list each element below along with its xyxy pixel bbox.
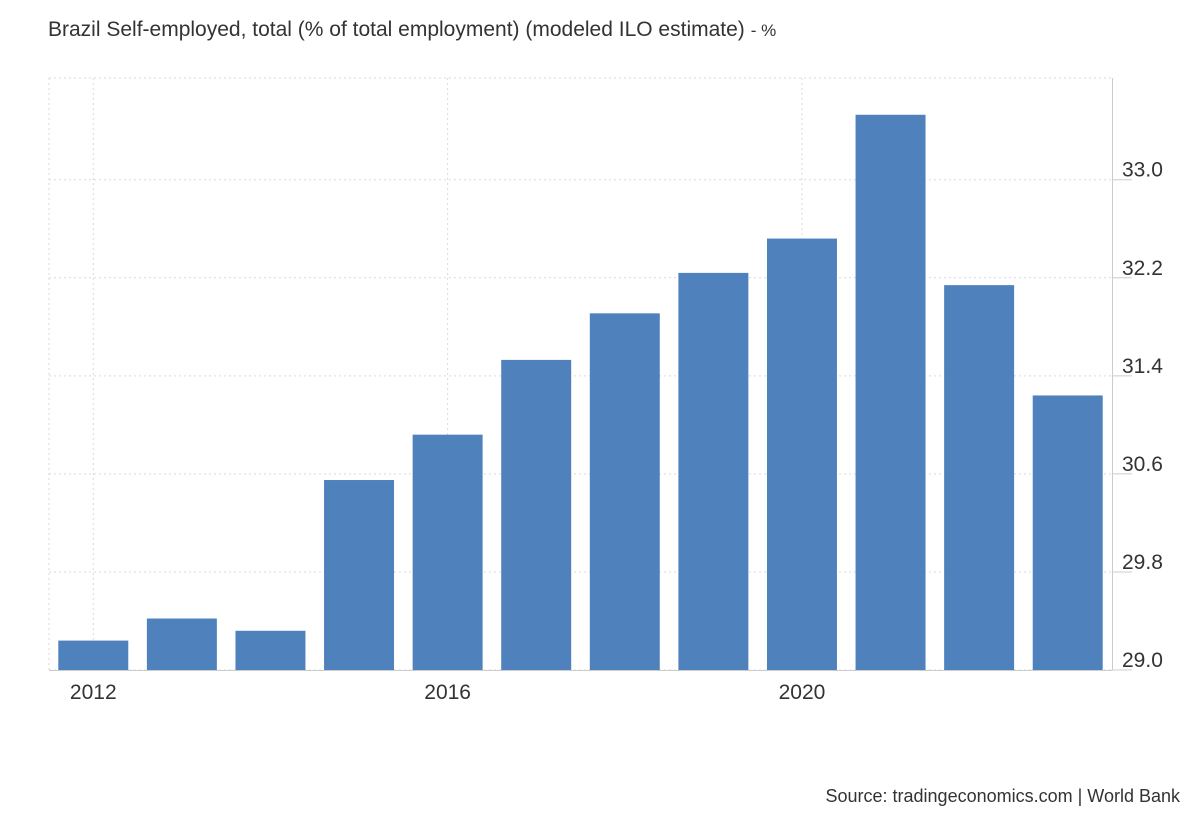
axes bbox=[49, 78, 1132, 671]
y-tick-label: 29.8 bbox=[1122, 551, 1163, 574]
x-tick-label: 2020 bbox=[779, 681, 826, 704]
y-tick-label: 30.6 bbox=[1122, 453, 1163, 476]
source-credit: Source: tradingeconomics.com | World Ban… bbox=[825, 786, 1181, 806]
x-tick-label: 2012 bbox=[70, 681, 117, 704]
bar-2016 bbox=[412, 434, 483, 670]
bar-2019 bbox=[678, 272, 749, 670]
x-tick-label: 2016 bbox=[424, 681, 471, 704]
bar-2014 bbox=[235, 630, 306, 670]
bars bbox=[58, 114, 1103, 670]
y-tick-label: 29.0 bbox=[1122, 649, 1163, 672]
bar-2013 bbox=[146, 618, 217, 670]
bar-2015 bbox=[324, 480, 395, 670]
bar-2022 bbox=[944, 285, 1015, 670]
y-tick-label: 32.2 bbox=[1122, 257, 1163, 280]
chart-title-text: Brazil Self-employed, total (% of total … bbox=[48, 18, 745, 41]
y-tick-label: 33.0 bbox=[1122, 159, 1163, 182]
chart-unit: - % bbox=[750, 21, 777, 40]
tick-labels: 29.0 29.8 30.6 31.4 32.2 33.0 2012 2016 2020 bbox=[70, 159, 1163, 704]
chart-title: Brazil Self-employed, total (% of total … bbox=[48, 18, 776, 42]
bar-2018 bbox=[589, 313, 660, 670]
bar-2020 bbox=[766, 238, 837, 670]
y-tick-label: 31.4 bbox=[1122, 355, 1163, 378]
bar-2021 bbox=[855, 114, 926, 670]
bar-2017 bbox=[501, 359, 572, 670]
bar-2012 bbox=[58, 640, 129, 670]
bar-2023 bbox=[1032, 395, 1103, 670]
